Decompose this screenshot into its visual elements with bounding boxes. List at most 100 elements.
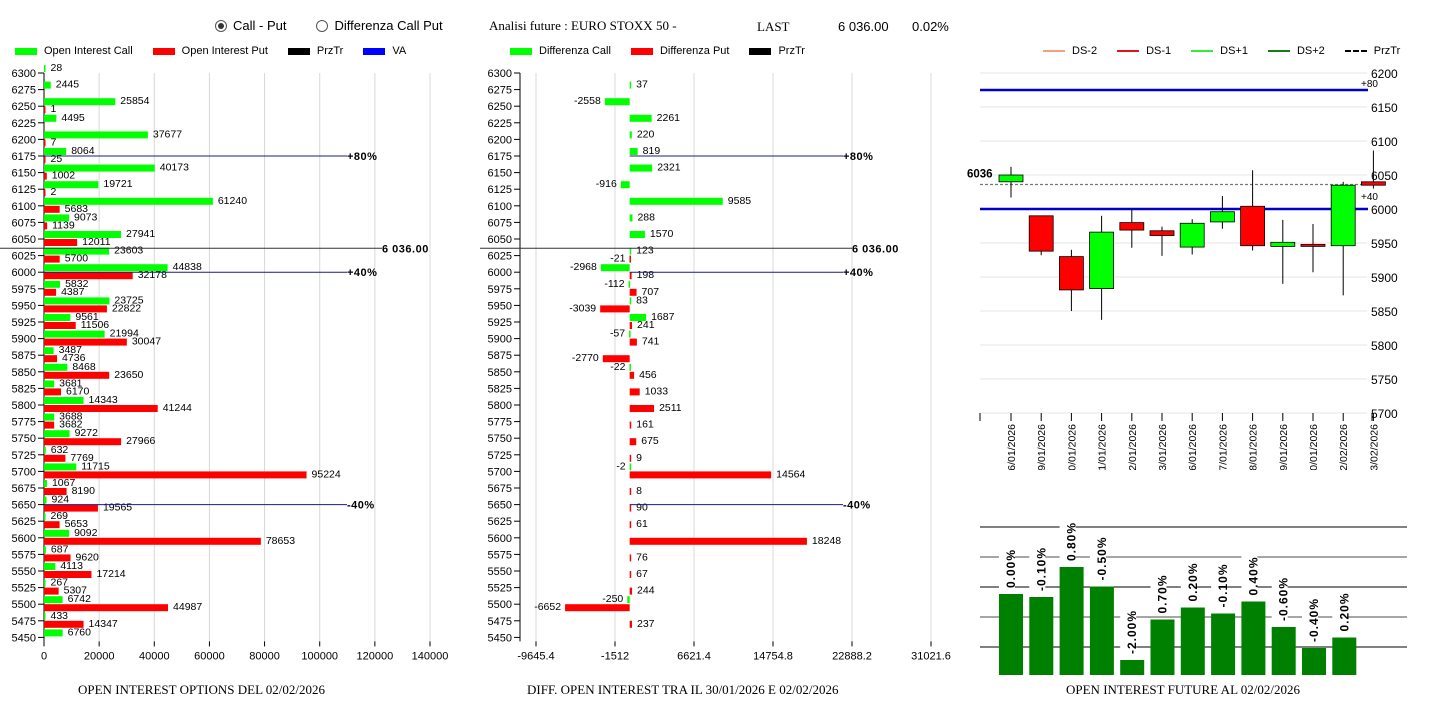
call-bar-label: 9585 [728,195,752,207]
call-bar-label: 11715 [81,460,110,472]
future-bar-label: -2.00% [1125,610,1139,654]
label-bg [1271,572,1288,621]
put-bar [629,255,631,263]
level-label: +40% [347,267,377,279]
call-bar [629,164,653,172]
y-tick-label: 6275 [488,85,512,97]
level-label: 6 036.00 [382,243,429,255]
y-tick-label: 5900 [12,334,36,346]
put-bar [629,504,632,512]
y-tick-label: 6075 [12,217,36,229]
put-bar-label: 741 [642,336,660,348]
y-tick-label: 5450 [488,632,512,644]
call-bar [600,264,630,272]
call-bar-label: 25854 [120,95,149,107]
legend-label: PrzTr [316,45,344,57]
candle-body [998,174,1024,183]
x-tick-label: 26/01/2026 [1187,424,1199,470]
call-bar [44,214,70,222]
call-bar-label: 5832 [65,278,89,290]
call-bar-label: 37677 [153,128,182,140]
y-tick-label: 5625 [488,516,512,528]
y-tick-label: 5800 [1371,339,1398,353]
level-label: +40% [843,267,873,279]
call-bar-label: 61240 [218,195,247,207]
put-bar-label: 23650 [114,369,143,381]
candle-body [1300,243,1326,247]
put-bar-label: 4736 [62,352,86,364]
put-bar-label: 3682 [59,419,83,431]
put-bar [44,205,60,213]
put-bar [629,322,633,329]
put-bar-label: 32178 [138,269,167,281]
candle-body [1119,222,1145,231]
radio-circle-checked[interactable] [215,19,227,32]
y-tick-label: 5700 [488,466,512,478]
put-bar [44,371,110,379]
put-bar-label: 12011 [82,236,111,248]
y-tick-label: 6050 [1371,169,1398,183]
y-tick-label: 5925 [12,317,36,329]
y-tick-label: 6300 [488,68,512,80]
future-bar [1059,567,1084,675]
candlestick-chart: 6200 6150 6100 6050 6000 5950 5900 5850 5800 5750… [967,67,1398,470]
radio-call-put[interactable]: Call - Put [215,18,286,33]
call-bar-label: 1687 [651,311,675,323]
call-bar [44,247,110,255]
put-bar [44,454,66,462]
future-bar-label: 0.20% [1337,592,1351,631]
y-tick-label: 6225 [12,118,36,130]
call-bar [629,197,723,205]
y-tick-label: 6300 [12,68,36,80]
candle-body [1360,181,1386,186]
y-tick-label: 6075 [488,217,512,229]
put-bar [629,488,632,495]
put-bar [565,604,630,612]
put-bar [44,488,67,495]
call-bar [44,513,46,521]
radio-circle-unchecked[interactable] [316,19,329,32]
put-bar [629,521,632,529]
put-bar [629,587,633,595]
label-bg [1059,519,1076,561]
y-tick-label: 5550 [488,566,512,578]
future-bar [1271,627,1296,675]
y-tick-label: 5825 [12,383,36,395]
call-bar [44,81,51,89]
future-bar-label: 0.20% [1186,562,1200,601]
put-bar-label: 78653 [266,535,295,547]
put-bar [629,405,655,412]
call-bar [629,131,632,139]
y-tick-label: 5675 [12,483,36,495]
y-tick-label: 5475 [488,616,512,628]
put-bar-label: 44987 [173,601,202,613]
put-bar [44,405,158,412]
put-bar-label: 30047 [132,336,161,348]
call-bar [44,496,47,504]
call-bar-label: -250 [602,593,623,605]
call-bar [44,413,55,421]
put-bar-label: 2 [51,186,57,198]
future-bar-label: -0.10% [1216,563,1230,607]
candle-body [1089,231,1115,289]
y-tick-label: 6125 [12,184,36,196]
future-bar [1089,586,1114,675]
y-tick-label: 5850 [12,367,36,379]
y-tick-label: 6250 [488,101,512,113]
put-bar [44,189,46,197]
y-tick-label: 6275 [12,85,36,97]
y-tick-label: 6200 [1371,67,1398,81]
radio-differenza-call-put[interactable]: Differenza Call Put [316,18,443,33]
call-bar [629,314,647,321]
y-tick-label: 5875 [12,350,36,362]
y-tick-label: 5575 [488,549,512,561]
call-bar [44,131,148,139]
y-tick-label: 5900 [488,334,512,346]
page-title: Analisi future : EURO STOXX 50 - [489,18,677,33]
put-bar [629,338,637,346]
put-bar [44,239,78,246]
future-bar [1150,619,1175,675]
future-bar-label: 0.80% [1065,522,1079,561]
call-bar-label: 23603 [114,245,143,257]
call-bar-label: 37 [636,79,648,91]
